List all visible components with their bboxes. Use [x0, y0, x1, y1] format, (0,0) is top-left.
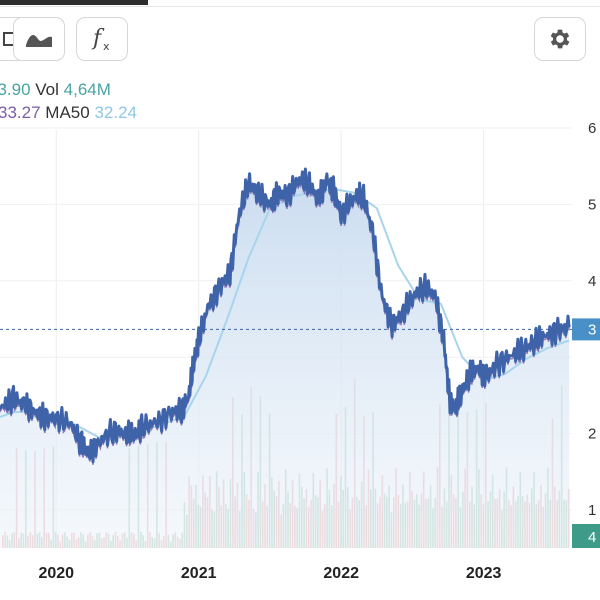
- ma-fast-value: 33.27: [0, 103, 41, 122]
- current-price-tag: 3: [572, 318, 600, 341]
- current-price-tag-text: 3: [588, 321, 596, 338]
- x-tick-label: 2023: [466, 565, 502, 582]
- chart-type-area-button[interactable]: [13, 17, 65, 61]
- x-axis: 2020 2021 2022 2023: [38, 565, 501, 582]
- top-progress-line: [0, 0, 148, 5]
- y-axis: 6 5 4 2 1: [588, 120, 596, 519]
- area-chart-icon: [26, 35, 52, 47]
- y-tick-label: 4: [588, 273, 596, 290]
- settings-button[interactable]: [534, 17, 586, 61]
- y-tick-label: 1: [588, 502, 596, 519]
- volume-label: Vol: [35, 80, 59, 99]
- legend-row-price: 33.90 Vol 4,64M: [0, 80, 111, 100]
- close-value: 33.90: [0, 80, 31, 99]
- y-tick-label: 2: [588, 426, 596, 443]
- gear-icon: [550, 29, 570, 49]
- y-tick-label: 5: [588, 196, 596, 213]
- price-area-fill: [0, 169, 570, 548]
- volume-tag: 4: [572, 524, 600, 548]
- function-button[interactable]: f x: [76, 17, 128, 61]
- volume-value: 4,64M: [63, 80, 111, 99]
- svg-text:x: x: [103, 40, 110, 53]
- ma50-label: MA50: [45, 103, 90, 122]
- x-tick-label: 2022: [323, 565, 359, 582]
- y-tick-label: 6: [588, 120, 596, 137]
- x-tick-label: 2021: [181, 565, 217, 582]
- ma50-value: 32.24: [94, 103, 137, 122]
- legend-row-ma: 33.27 MA50 32.24: [0, 103, 137, 123]
- function-fx-icon: f x: [91, 26, 110, 53]
- price-line: [0, 167, 571, 464]
- x-tick-label: 2020: [38, 565, 74, 582]
- toolbar-divider: [0, 6, 600, 7]
- volume-tag-text: 4: [588, 529, 596, 546]
